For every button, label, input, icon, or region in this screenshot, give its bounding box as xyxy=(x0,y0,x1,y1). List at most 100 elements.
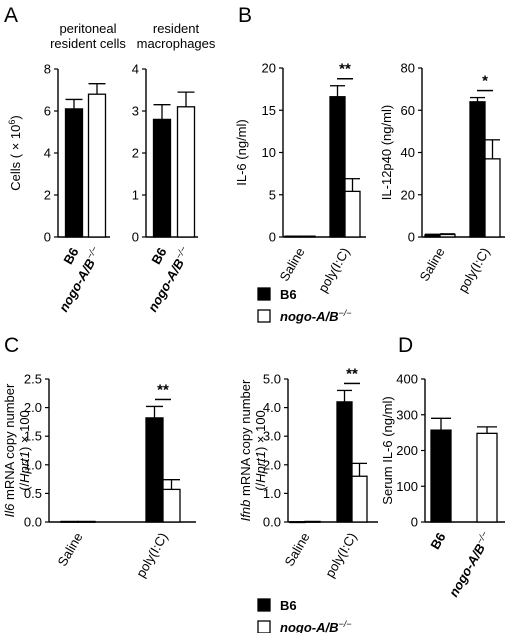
bar xyxy=(439,233,456,238)
bar xyxy=(64,108,84,238)
y-tick-label: 3.0 xyxy=(263,429,281,444)
legend-label: nogo-A/B−/− xyxy=(280,619,352,633)
category-label-text: poly(I:C) xyxy=(455,245,493,295)
legend-swatch xyxy=(257,309,271,323)
panel-letter-D: D xyxy=(398,334,413,357)
bar xyxy=(329,96,346,238)
category-label-text: Saline xyxy=(417,245,448,284)
category-label: nogo-A/B−/− xyxy=(446,530,490,600)
y-tick-label: 100 xyxy=(396,479,418,494)
y-axis-label: Il6 mRNA copy number xyxy=(2,383,17,517)
y-tick-label: 5.0 xyxy=(263,372,281,387)
category-label: B6 xyxy=(60,245,81,267)
bar xyxy=(336,401,353,523)
y-tick-label: 0.0 xyxy=(24,515,42,530)
y-tick-label: 1.0 xyxy=(263,486,281,501)
category-label: Saline xyxy=(55,530,86,569)
y-tick-label: 40 xyxy=(401,145,415,160)
y-tick-label: 0 xyxy=(44,230,51,245)
category-label: poly(I:C) xyxy=(133,530,171,580)
y-tick-label: 300 xyxy=(396,407,418,422)
bar xyxy=(87,93,107,238)
panel-letter-A: A xyxy=(4,4,18,27)
significance-marker: ** xyxy=(346,365,358,382)
category-label-text: B6 xyxy=(60,245,81,267)
y-axis-label: Cells ( × 106) xyxy=(7,115,23,190)
bar xyxy=(430,429,452,523)
y-tick-label: 3 xyxy=(132,104,139,119)
bar xyxy=(484,158,501,238)
chart-B2: 0 20 40 60 80 Saline poly(I:C) * IL-12p40 (ng/ml… xyxy=(379,61,505,295)
y-tick-label: 60 xyxy=(401,103,415,118)
chart-B1: 0 5 10 15 20 Saline poly(I:C) ** IL-6 (ng/ml) xyxy=(234,61,366,295)
category-label: Saline xyxy=(282,530,313,569)
category-label: B6 xyxy=(148,245,169,267)
y-tick-label: 2.0 xyxy=(263,457,281,472)
y-tick-label: 20 xyxy=(262,61,276,76)
bar xyxy=(77,520,96,523)
legend-B: B6 nogo-A/B−/− xyxy=(257,287,352,324)
chart-title: peritoneal xyxy=(59,21,116,36)
y-tick-label: 1 xyxy=(132,188,139,203)
bar xyxy=(152,118,172,238)
category-label-text: poly(I:C) xyxy=(322,530,360,580)
y-tick-label: 0 xyxy=(269,230,276,245)
bar xyxy=(304,520,321,523)
y-axis-label: (/Hprt1) × 100 xyxy=(17,410,32,491)
category-label: poly(I:C) xyxy=(455,245,493,295)
category-label-text: poly(I:C) xyxy=(133,530,171,580)
bar xyxy=(289,521,306,524)
y-tick-label: 10 xyxy=(262,145,276,160)
bar xyxy=(145,417,164,523)
significance-marker: ** xyxy=(157,381,169,398)
panel-letter-B: B xyxy=(238,4,252,27)
bar xyxy=(424,234,441,238)
y-axis-label: Ifnb mRNA copy number xyxy=(238,379,253,521)
category-label: poly(I:C) xyxy=(315,245,353,295)
legend-label: B6 xyxy=(280,598,297,613)
y-tick-label: 8 xyxy=(44,62,51,77)
legend-label: B6 xyxy=(280,287,297,302)
y-tick-label: 4 xyxy=(132,62,139,77)
chart-C1: 0.0 0.5 1.0 1.5 2.0 2.5 Saline poly(I:C) ** Il6 m… xyxy=(2,372,196,580)
category-label-text: poly(I:C) xyxy=(315,245,353,295)
y-tick-label: 2 xyxy=(132,146,139,161)
y-tick-label: 20 xyxy=(401,187,415,202)
bar xyxy=(344,190,361,238)
significance-marker: * xyxy=(482,73,488,90)
legend-label: nogo-A/B−/− xyxy=(280,308,352,324)
legend-swatch xyxy=(257,620,271,633)
bar xyxy=(469,101,486,238)
category-label-text: B6 xyxy=(148,245,169,267)
bar xyxy=(60,520,79,523)
chart-title: resident cells xyxy=(50,36,126,51)
category-label: poly(I:C) xyxy=(322,530,360,580)
y-tick-label: 4 xyxy=(44,146,51,161)
chart-C2: 0.0 1.0 2.0 3.0 4.0 5.0 Saline poly(I:C) ** Ifnb … xyxy=(238,365,378,580)
panel-letter-C: C xyxy=(4,334,19,357)
legend-swatch xyxy=(257,598,271,612)
category-label-text: Saline xyxy=(282,530,313,569)
y-axis-label: (/Hprt1) × 100 xyxy=(253,410,268,491)
bar xyxy=(162,488,181,523)
bar xyxy=(351,475,368,523)
y-axis-label: IL-6 (ng/ml) xyxy=(234,119,249,185)
y-tick-label: 5 xyxy=(269,187,276,202)
y-tick-label: 6 xyxy=(44,104,51,119)
y-axis-label: IL-12p40 (ng/ml) xyxy=(379,105,394,200)
y-tick-label: 400 xyxy=(396,372,418,387)
y-tick-label: 2.0 xyxy=(24,400,42,415)
y-tick-label: 0 xyxy=(132,230,139,245)
category-label: Saline xyxy=(277,245,308,284)
y-tick-label: 0.5 xyxy=(24,486,42,501)
category-label: Saline xyxy=(417,245,448,284)
y-tick-label: 0 xyxy=(411,515,418,530)
category-label: B6 xyxy=(427,530,448,552)
category-label-text: B6 xyxy=(427,530,448,552)
y-tick-label: 1.5 xyxy=(24,429,42,444)
y-tick-label: 1.0 xyxy=(24,457,42,472)
bar xyxy=(284,235,301,238)
